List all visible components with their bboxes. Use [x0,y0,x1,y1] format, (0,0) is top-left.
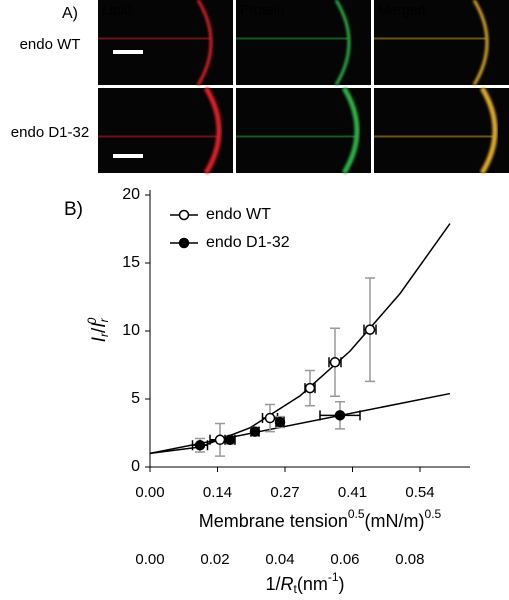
x2-tick-label: 0.04 [265,551,294,568]
micrograph [236,88,371,173]
y-tick-label: 0 [131,458,140,475]
panel-label: B) [64,199,83,220]
point [224,434,236,446]
point [194,439,206,451]
x2-axis-label-unit: (nm [297,574,328,594]
point [304,382,316,394]
scale-bar [113,50,143,54]
y-tick-label: 15 [122,254,140,271]
y-tick-label: 20 [122,186,140,203]
x-axis-label-sup: 0.5 [348,507,365,521]
micrograph [374,88,509,173]
legend-label: endo WT [206,206,271,223]
y-axis-label-sub: r [97,317,111,322]
point [274,416,286,428]
point [264,412,276,424]
column-label: Merged [378,2,425,18]
membrane [479,86,498,175]
scale-bar [113,154,143,158]
x2-tick-label: 0.06 [330,551,359,568]
y-tick-label: 5 [131,390,140,407]
membrane [203,86,222,175]
point [329,357,341,368]
x-tick-label: 0.41 [338,484,367,501]
membrane [196,0,213,86]
x2-tick-label: 0.00 [135,551,164,568]
y-axis-label: Ir/Ir0 [85,317,111,342]
y-axis-label-main: I [89,336,110,342]
point [214,434,226,446]
point [249,426,261,437]
x-tick-label: 0.27 [270,484,299,501]
x2-axis-label-sup: -1 [328,570,339,584]
x-axis-label-main: Membrane tension [199,511,348,531]
membrane [334,0,351,86]
column-label: Protein [240,2,284,18]
x2-tick-label: 0.08 [395,551,424,568]
y-axis-label-main: I [89,322,110,328]
y-axis-label-sep: / [89,327,110,333]
point [334,410,346,421]
point [364,324,376,335]
membrane [472,0,489,86]
micrograph [98,88,233,173]
fit-line [149,223,451,455]
x2-tick-label: 0.02 [200,551,229,568]
legend-label: endo D1-32 [206,234,290,251]
x-axis-label-sup: 0.5 [425,507,442,521]
x-tick-label: 0.54 [405,484,434,501]
y-axis-label-sup: 0 [85,317,99,324]
panel-label: A) [62,5,78,22]
column-label: Lipid [102,2,132,18]
x2-axis-label-prefix: 1/ [265,574,280,594]
x-axis-label-unit: (mN/m) [365,511,425,531]
y-axis-label-sub: r [97,332,111,337]
x2-axis-label-main: R [281,574,294,594]
legend-marker [178,237,190,249]
legend-marker [178,209,190,221]
x2-axis-label-close: ) [339,574,345,594]
y-tick-label: 10 [122,322,140,339]
row-label: endo WT [20,36,81,53]
x-tick-label: 0.00 [135,484,164,501]
x-axis-label: Membrane tension0.5(mN/m)0.5 [199,507,442,531]
x2-axis-label-sub: t [294,582,298,596]
x2-axis-label: 1/Rt(nm-1) [265,570,344,596]
membrane [341,86,360,175]
row-label: endo D1-32 [11,124,89,141]
x-tick-label: 0.14 [203,484,232,501]
